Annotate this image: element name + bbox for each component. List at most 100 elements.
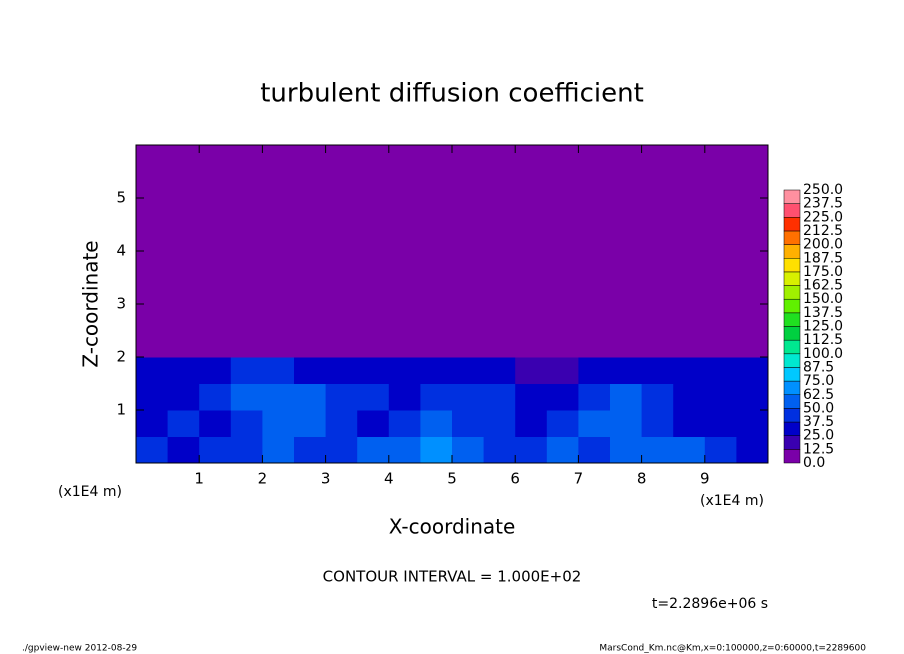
colorbar-label: 112.5 <box>803 332 843 348</box>
cell <box>388 436 421 464</box>
cell <box>294 145 327 358</box>
cell <box>167 436 200 464</box>
colorbar-label: 137.5 <box>803 305 843 321</box>
cell <box>610 357 643 384</box>
y-tick-label: 4 <box>116 242 126 260</box>
cell <box>388 410 421 437</box>
y-tick-label: 2 <box>116 348 126 366</box>
colorbar-label: 125.0 <box>803 319 843 335</box>
cell <box>673 410 706 437</box>
cell <box>420 410 453 437</box>
cell <box>199 436 232 464</box>
cell <box>546 436 579 464</box>
colorbar-swatch <box>783 367 801 382</box>
cell <box>230 357 263 384</box>
colorbar-swatch <box>783 339 801 355</box>
y-tick-label: 1 <box>116 401 126 419</box>
cell <box>483 145 516 358</box>
cell <box>546 410 579 437</box>
cell <box>515 145 548 358</box>
colorbar-swatch <box>783 449 801 464</box>
cell <box>167 145 200 358</box>
colorbar-swatch <box>783 312 801 327</box>
cell <box>136 383 169 411</box>
cell <box>294 410 327 437</box>
cell <box>262 383 295 411</box>
cell <box>704 383 737 411</box>
cell <box>230 145 263 358</box>
cell <box>388 383 421 411</box>
cell <box>515 357 548 384</box>
cell <box>388 357 421 384</box>
cell <box>294 436 327 464</box>
cell <box>325 357 358 384</box>
colorbar-swatch <box>783 421 801 436</box>
cell <box>641 145 674 358</box>
footer-right: MarsCond_Km.nc@Km,x=0:100000,z=0:60000,t… <box>599 644 866 654</box>
cell <box>357 145 390 358</box>
cell <box>357 410 390 437</box>
cell <box>704 436 737 464</box>
x-tick-label: 7 <box>574 470 584 488</box>
time-label: t=2.2896e+06 s <box>652 596 768 612</box>
cell <box>325 145 358 358</box>
cell <box>578 410 611 437</box>
cell <box>230 410 263 437</box>
cell <box>704 145 737 358</box>
cell <box>136 357 169 384</box>
cell <box>420 145 453 358</box>
cell <box>452 436 485 464</box>
colorbar-label: 100.0 <box>803 346 843 362</box>
colorbar-swatch <box>783 326 801 341</box>
colorbar-swatch <box>783 271 801 286</box>
colorbar-swatch <box>783 298 801 314</box>
colorbar-label: 162.5 <box>803 278 843 294</box>
colorbar-swatch <box>783 380 801 396</box>
cell <box>357 436 390 464</box>
x-tick-label: 9 <box>700 470 710 488</box>
cell <box>136 410 169 437</box>
cell <box>420 357 453 384</box>
cell <box>262 410 295 437</box>
colorbar-label: 212.5 <box>803 223 843 239</box>
y-tick-label: 5 <box>116 189 126 207</box>
cell <box>578 357 611 384</box>
cell <box>673 436 706 464</box>
cell <box>641 436 674 464</box>
colorbar-swatch <box>783 435 801 450</box>
x-tick-label: 4 <box>384 470 394 488</box>
colorbar-label: 12.5 <box>803 441 834 457</box>
cell <box>167 383 200 411</box>
cell <box>704 410 737 437</box>
colorbar-swatch <box>783 285 801 300</box>
cell <box>357 357 390 384</box>
cell <box>704 357 737 384</box>
cell <box>736 383 769 411</box>
cell <box>325 436 358 464</box>
colorbar-label: 237.5 <box>803 196 843 212</box>
colorbar-label: 50.0 <box>803 400 834 416</box>
colorbar-swatch <box>783 189 801 204</box>
colorbar-label: 187.5 <box>803 250 843 266</box>
cell <box>262 436 295 464</box>
cell <box>230 383 263 411</box>
cell <box>136 436 169 464</box>
cell <box>452 383 485 411</box>
cell <box>610 410 643 437</box>
colorbar-label: 87.5 <box>803 359 834 375</box>
x-tick-label: 1 <box>194 470 204 488</box>
colorbar-label: 150.0 <box>803 291 843 307</box>
cell <box>483 410 516 437</box>
cell <box>736 436 769 464</box>
colorbar-swatch <box>783 408 801 423</box>
y-axis-label: Z-coordinate <box>79 240 103 367</box>
cell <box>673 145 706 358</box>
x-tick-label: 3 <box>321 470 331 488</box>
cell <box>641 410 674 437</box>
cell <box>262 145 295 358</box>
y-tick-label: 3 <box>116 295 126 313</box>
x-tick-label: 6 <box>510 470 520 488</box>
colorbar-swatch <box>783 203 801 218</box>
cell <box>610 383 643 411</box>
